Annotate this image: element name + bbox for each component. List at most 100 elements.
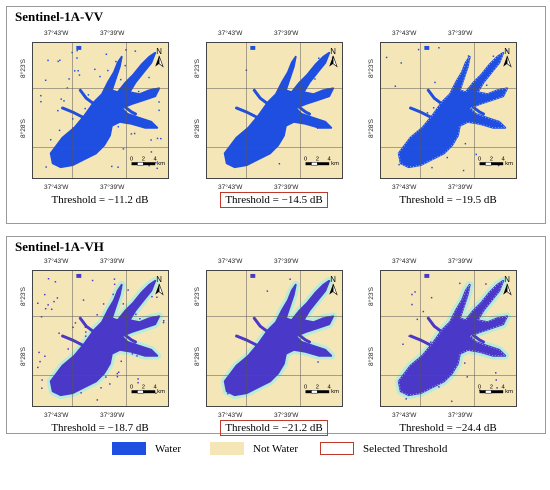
lat-tick-label: 8°23'S — [194, 286, 201, 306]
threshold-caption: Threshold = −11.2 dB — [14, 194, 186, 206]
water-swatch — [112, 442, 146, 455]
threshold-label: Threshold = −21.2 dB — [220, 420, 328, 436]
svg-text:km: km — [505, 389, 513, 395]
water-map: N 0 2 4 km — [206, 42, 343, 179]
svg-text:2: 2 — [142, 384, 145, 390]
svg-text:4: 4 — [154, 384, 158, 390]
legend-label: Not Water — [253, 442, 299, 455]
svg-text:km: km — [331, 389, 339, 395]
scale-bar: 0 2 4 km — [478, 384, 513, 395]
lon-tick-label: 37°43'W — [218, 258, 243, 265]
scale-bar: 0 2 4 km — [478, 156, 513, 167]
lat-tick-label: 8°23'S — [20, 286, 27, 306]
svg-text:0: 0 — [478, 156, 482, 162]
map-cell: 37°43'W 37°39'W 8°23'S 8°28'S N — [14, 254, 186, 440]
lat-tick-label: 8°28'S — [20, 346, 27, 366]
lon-tick-label: 37°43'W — [44, 30, 69, 37]
lon-tick-label: 37°39'W — [100, 30, 125, 37]
lon-tick-label: 37°43'W — [218, 30, 243, 37]
lon-tick-label: 37°39'W — [274, 258, 299, 265]
legend: Water Not Water Selected Threshold — [0, 440, 550, 460]
svg-text:N: N — [504, 47, 510, 56]
svg-text:4: 4 — [328, 156, 332, 162]
north-arrow-icon: N — [155, 275, 164, 296]
lon-tick-label: 37°39'W — [100, 412, 125, 419]
scale-bar: 0 2 4 km — [304, 156, 339, 167]
north-arrow-icon: N — [503, 275, 512, 296]
legend-label: Selected Threshold — [363, 442, 448, 455]
map-cell: 37°43'W 37°39'W 8°23'S 8°28'S N — [362, 26, 534, 212]
water-map: N 0 2 4 km — [32, 270, 169, 407]
svg-text:km: km — [505, 161, 513, 167]
north-arrow-icon: N — [155, 47, 164, 68]
lon-tick-label: 37°43'W — [44, 184, 69, 191]
legend-item-selected-threshold: Selected Threshold — [320, 442, 447, 455]
lon-tick-label: 37°39'W — [274, 30, 299, 37]
svg-text:4: 4 — [154, 156, 158, 162]
lon-tick-label: 37°43'W — [218, 184, 243, 191]
lat-tick-label: 8°28'S — [368, 118, 375, 138]
selected-threshold-swatch — [320, 442, 354, 455]
lat-tick-label: 8°28'S — [194, 346, 201, 366]
svg-text:2: 2 — [142, 156, 145, 162]
svg-text:0: 0 — [130, 384, 134, 390]
svg-text:2: 2 — [316, 384, 319, 390]
north-arrow-icon: N — [329, 275, 338, 296]
svg-text:km: km — [157, 161, 165, 167]
legend-item-not-water: Not Water — [210, 442, 298, 455]
lat-tick-label: 8°23'S — [368, 286, 375, 306]
svg-text:4: 4 — [502, 384, 506, 390]
svg-text:0: 0 — [304, 156, 308, 162]
svg-text:0: 0 — [478, 384, 482, 390]
threshold-caption: Threshold = −14.5 dB — [188, 192, 360, 208]
svg-text:2: 2 — [490, 156, 493, 162]
water-map: N 0 2 4 km — [380, 270, 517, 407]
lat-tick-label: 8°23'S — [368, 58, 375, 78]
svg-text:0: 0 — [130, 156, 134, 162]
lon-tick-label: 37°39'W — [448, 258, 473, 265]
svg-text:N: N — [330, 47, 336, 56]
map-cell: 37°43'W 37°39'W 8°23'S 8°28'S N — [362, 254, 534, 440]
lon-tick-label: 37°43'W — [44, 258, 69, 265]
scale-bar: 0 2 4 km — [130, 384, 165, 395]
lon-tick-label: 37°43'W — [392, 30, 417, 37]
not-water-swatch — [210, 442, 244, 455]
svg-text:N: N — [504, 275, 510, 284]
threshold-label: Threshold = −18.7 dB — [51, 422, 149, 434]
scale-bar: 0 2 4 km — [304, 384, 339, 395]
threshold-caption: Threshold = −24.4 dB — [362, 422, 534, 434]
map-cell: 37°43'W 37°39'W 8°23'S 8°28'S N — [188, 254, 360, 440]
legend-label: Water — [155, 442, 181, 455]
lon-tick-label: 37°39'W — [100, 184, 125, 191]
threshold-caption: Threshold = −19.5 dB — [362, 194, 534, 206]
panel-title: Sentinel-1A-VH — [15, 239, 104, 254]
threshold-caption: Threshold = −18.7 dB — [14, 422, 186, 434]
svg-text:N: N — [330, 275, 336, 284]
lon-tick-label: 37°43'W — [392, 258, 417, 265]
lat-tick-label: 8°23'S — [194, 58, 201, 78]
lat-tick-label: 8°23'S — [20, 58, 27, 78]
svg-text:4: 4 — [502, 156, 506, 162]
map-cell: 37°43'W 37°39'W 8°23'S 8°28'S N — [188, 26, 360, 212]
lat-tick-label: 8°28'S — [194, 118, 201, 138]
svg-text:N: N — [156, 275, 162, 284]
svg-text:0: 0 — [304, 384, 308, 390]
threshold-label: Threshold = −11.2 dB — [51, 194, 149, 206]
svg-text:km: km — [157, 389, 165, 395]
water-map: N 0 2 4 km — [32, 42, 169, 179]
svg-text:N: N — [156, 47, 162, 56]
lon-tick-label: 37°39'W — [274, 412, 299, 419]
threshold-label: Threshold = −14.5 dB — [220, 192, 328, 208]
svg-text:4: 4 — [328, 384, 332, 390]
lon-tick-label: 37°43'W — [218, 412, 243, 419]
threshold-caption: Threshold = −21.2 dB — [188, 420, 360, 436]
svg-text:2: 2 — [490, 384, 493, 390]
lon-tick-label: 37°43'W — [392, 412, 417, 419]
panel-title: Sentinel-1A-VV — [15, 9, 104, 24]
lat-tick-label: 8°28'S — [20, 118, 27, 138]
lon-tick-label: 37°39'W — [448, 184, 473, 191]
water-map: N 0 2 4 km — [206, 270, 343, 407]
map-cell: 37°43'W 37°39'W 8°23'S 8°28'S N — [14, 26, 186, 212]
water-map: N 0 2 4 km — [380, 42, 517, 179]
svg-text:2: 2 — [316, 156, 319, 162]
